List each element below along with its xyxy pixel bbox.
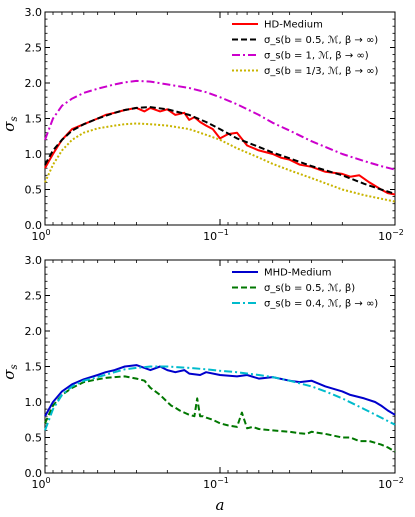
x-tick-label: 100 xyxy=(31,476,50,491)
y-axis-label-main: σ xyxy=(0,121,18,132)
legend-label-1: σ_s(b = 0.5, ℳ, β → ∞) xyxy=(264,35,378,46)
legend: HD-Medium σ_s(b = 0.5, ℳ, β → ∞) σ_s(b = 1… xyxy=(232,20,378,77)
y-tick-label: 2.0 xyxy=(25,77,43,90)
y-tick-label: 2.5 xyxy=(25,42,43,55)
legend-label-0: HD-Medium xyxy=(264,20,323,31)
legend: MHD-Medium σ_s(b = 0.5, ℳ, β) σ_s(b = 0.4,… xyxy=(232,268,378,310)
x-tick-exponent: 0 xyxy=(45,476,50,485)
y-tick-label: 2.0 xyxy=(25,325,43,338)
x-tick-exponent: −1 xyxy=(217,228,229,237)
y-tick-label: 2.5 xyxy=(25,290,43,303)
x-ticks: 100 10−1 10−2 xyxy=(31,12,404,243)
x-axis-label: a xyxy=(216,496,225,514)
series-line-1 xyxy=(44,375,396,453)
x-tick-label: 10−2 xyxy=(378,228,404,243)
series-line-3 xyxy=(44,122,396,203)
series-line-2 xyxy=(44,365,396,431)
legend-label-2: σ_s(b = 0.4, ℳ, β → ∞) xyxy=(264,299,378,310)
y-tick-label: 1.0 xyxy=(25,148,43,161)
series-line-0 xyxy=(44,364,396,417)
y-tick-label: 0.5 xyxy=(25,432,43,445)
legend-label-2: σ_s(b = 1, ℳ, β → ∞) xyxy=(264,51,369,62)
legend-label-0: MHD-Medium xyxy=(264,268,331,279)
series-lines xyxy=(44,79,396,203)
y-axis-label: σs xyxy=(0,364,20,379)
top-panel: 0.0 0.5 1.0 1.5 2.0 2.5 3.0 100 10−1 10−2 σs HD-… xyxy=(0,6,404,243)
x-tick-label: 100 xyxy=(31,228,50,243)
x-tick-label: 10−1 xyxy=(203,476,229,491)
legend-label-1: σ_s(b = 0.5, ℳ, β) xyxy=(264,283,355,294)
x-tick-exponent: −2 xyxy=(392,476,404,485)
y-tick-label: 3.0 xyxy=(25,254,43,267)
y-tick-label: 0.5 xyxy=(25,184,43,197)
y-tick-label: 1.5 xyxy=(25,361,43,374)
x-tick-label: 10−2 xyxy=(378,476,404,491)
legend-label-3: σ_s(b = 1/3, ℳ, β → ∞) xyxy=(264,66,378,77)
series-line-0 xyxy=(44,106,396,196)
y-axis-label-main: σ xyxy=(0,369,18,380)
y-axis-label: σs xyxy=(0,116,20,131)
y-tick-label: 0.0 xyxy=(25,467,43,480)
y-ticks: 0.0 0.5 1.0 1.5 2.0 2.5 3.0 xyxy=(25,6,395,232)
y-tick-label: 1.0 xyxy=(25,396,43,409)
series-line-1 xyxy=(44,106,396,195)
y-axis-label-sub: s xyxy=(9,116,20,121)
x-tick-exponent: −2 xyxy=(392,228,404,237)
x-tick-exponent: 0 xyxy=(45,228,50,237)
y-axis-label-sub: s xyxy=(9,364,20,369)
y-tick-label: 3.0 xyxy=(25,6,43,19)
x-tick-exponent: −1 xyxy=(217,476,229,485)
series-line-2 xyxy=(44,79,396,171)
series-lines xyxy=(44,364,396,453)
y-tick-label: 1.5 xyxy=(25,113,43,126)
bottom-panel: 0.0 0.5 1.0 1.5 2.0 2.5 3.0 100 10−1 10−2 σs a M… xyxy=(0,254,404,514)
y-tick-label: 0.0 xyxy=(25,219,43,232)
x-tick-label: 10−1 xyxy=(203,228,229,243)
